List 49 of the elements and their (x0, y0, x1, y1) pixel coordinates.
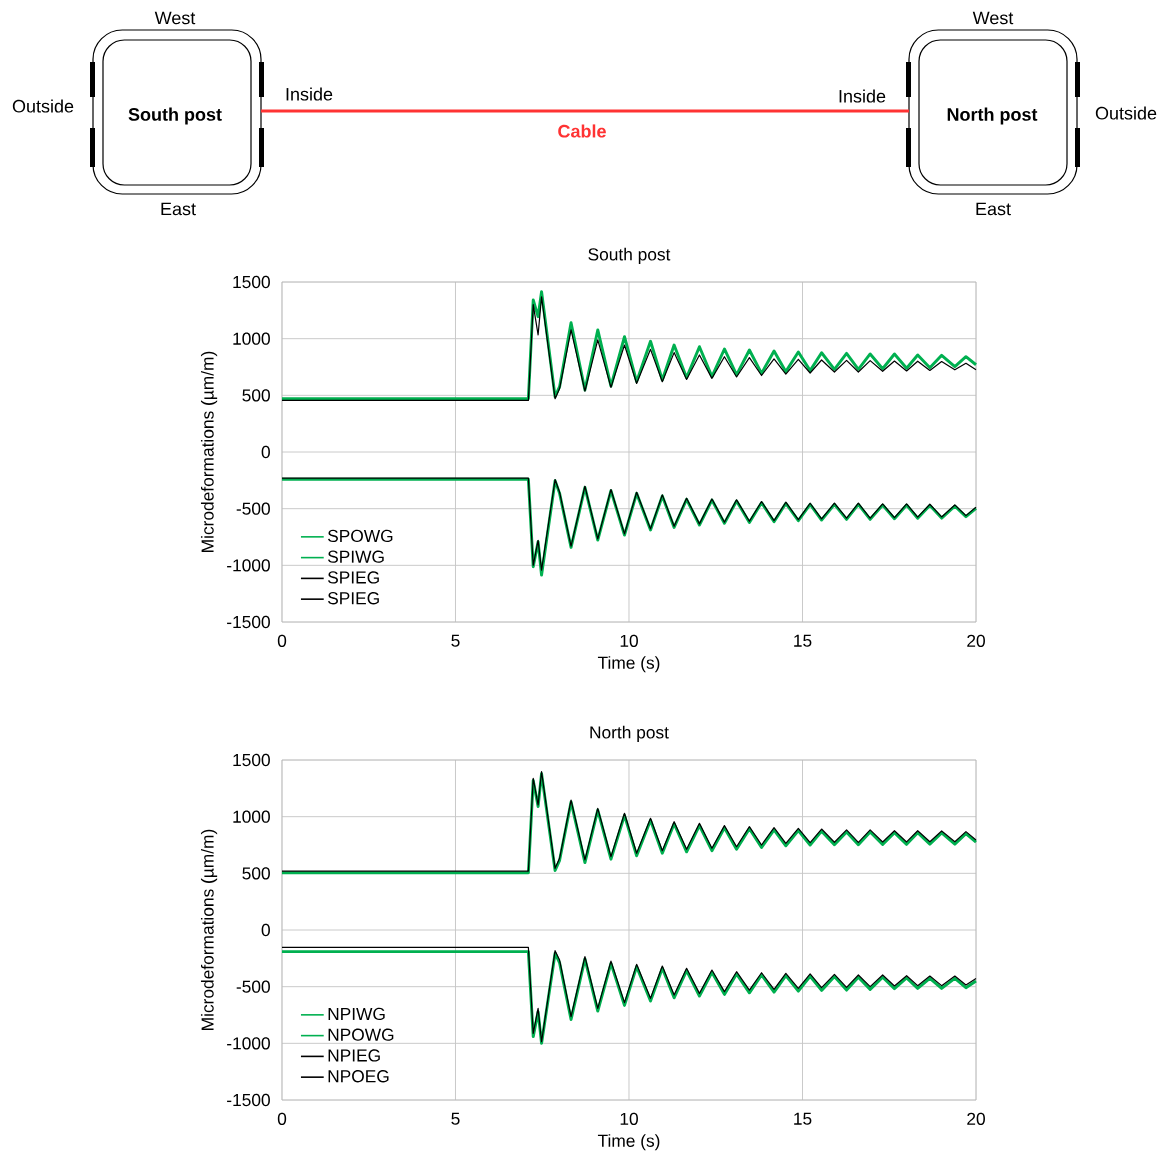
y-tick-label: -500 (236, 980, 270, 993)
legend-label: SPIEG (327, 571, 379, 584)
legend-label: NPOEG (328, 1070, 389, 1083)
text: North post (947, 107, 1038, 125)
legend-label: NPOWG (328, 1028, 394, 1041)
x-tick-label: 10 (620, 1112, 638, 1125)
text: East (976, 202, 1011, 216)
x-tick-label: 10 (620, 634, 638, 647)
y-tick-label: -1000 (227, 559, 270, 572)
x-tick-label: 0 (277, 1112, 287, 1125)
x-tick-label: 0 (277, 634, 287, 647)
text: Inside (839, 89, 886, 103)
text: Inside (286, 87, 333, 101)
x-axis-title: Time (s) (597, 656, 660, 673)
text: West (154, 11, 196, 25)
y-tick-label: 0 (261, 445, 270, 459)
y-tick-label: 500 (242, 389, 270, 402)
x-tick-label: 15 (794, 634, 812, 647)
chart-title: South post (588, 247, 671, 264)
text: Outside (12, 99, 74, 113)
y-tick-label: 1500 (233, 753, 270, 767)
x-tick-label: 20 (967, 1112, 985, 1125)
legend-label: SPIWG (327, 550, 384, 563)
chart-title: North post (590, 725, 669, 742)
x-tick-label: 5 (451, 1112, 460, 1125)
y-tick-label: 500 (242, 867, 270, 880)
y-axis-title: Microdeformations (µm/m) (200, 829, 218, 1030)
y-tick-label: 1000 (233, 810, 270, 823)
x-tick-label: 20 (967, 634, 985, 647)
y-tick-label: 1000 (233, 332, 270, 345)
text: South post (128, 107, 222, 125)
legend-label: SPIEG (327, 592, 379, 605)
y-tick-label: -1000 (227, 1037, 270, 1050)
text: Outside (1095, 106, 1157, 120)
text: Cable (558, 124, 606, 138)
x-axis-title: Time (s) (597, 1134, 660, 1151)
text: East (161, 202, 196, 216)
y-axis-title: Microdeformations (µm/m) (200, 351, 218, 552)
y-tick-label: -1500 (227, 1093, 270, 1107)
y-tick-label: 1500 (233, 275, 270, 289)
text: West (972, 11, 1014, 25)
legend-label: NPIWG (328, 1007, 385, 1021)
x-tick-label: 5 (451, 634, 460, 647)
x-tick-label: 15 (794, 1112, 812, 1125)
legend-label: SPOWG (327, 529, 393, 543)
y-tick-label: -500 (236, 502, 270, 515)
y-tick-label: -1500 (227, 615, 270, 629)
legend-label: NPIEG (328, 1049, 380, 1062)
y-tick-label: 0 (261, 923, 270, 937)
